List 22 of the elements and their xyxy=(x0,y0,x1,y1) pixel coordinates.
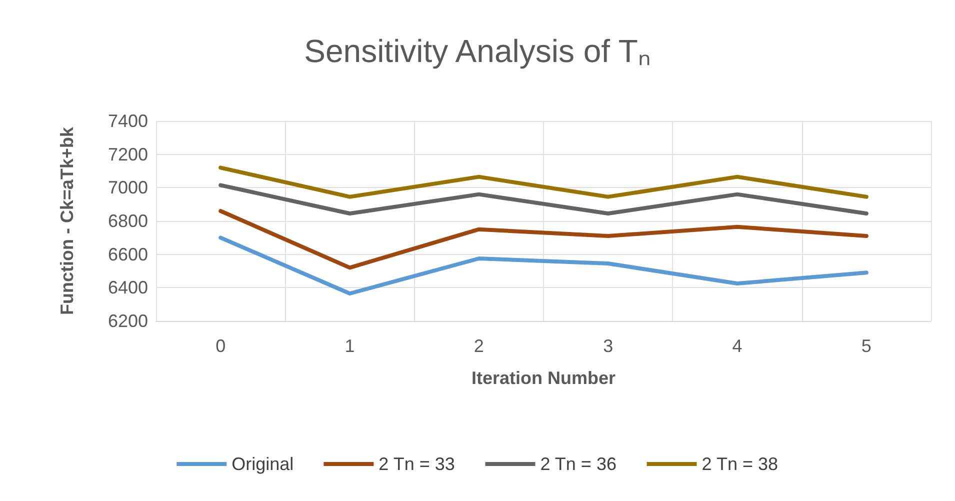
line-series xyxy=(218,209,868,270)
y-tick-label: 6200 xyxy=(108,311,148,331)
x-axis-title: Iteration Number xyxy=(471,368,616,388)
x-tick-label: 3 xyxy=(603,336,614,356)
y-axis-title: Function - Ck=aTk+bk xyxy=(57,126,77,316)
x-tick-label: 2 xyxy=(474,336,484,356)
y-tick-label: 7200 xyxy=(108,144,148,164)
y-tick-label: 7000 xyxy=(108,178,148,198)
legend-label: 2 Tn = 36 xyxy=(540,454,616,474)
legend-label: 2 Tn = 38 xyxy=(702,454,778,474)
y-tick-label: 7400 xyxy=(108,111,148,131)
y-tick-label: 6400 xyxy=(108,278,148,298)
chart-title: Sensitivity Analysis of Tₙ xyxy=(304,33,651,69)
x-tick-label: 5 xyxy=(861,336,872,356)
y-tick-label: 6600 xyxy=(108,244,148,264)
legend-label: Original xyxy=(232,454,294,474)
legend-label: 2 Tn = 33 xyxy=(378,454,455,474)
x-tick-label: 0 xyxy=(216,336,226,356)
x-tick-label: 4 xyxy=(732,336,742,356)
line-series xyxy=(218,236,868,296)
y-tick-label: 6800 xyxy=(108,211,148,231)
x-tick-label: 1 xyxy=(344,336,355,356)
